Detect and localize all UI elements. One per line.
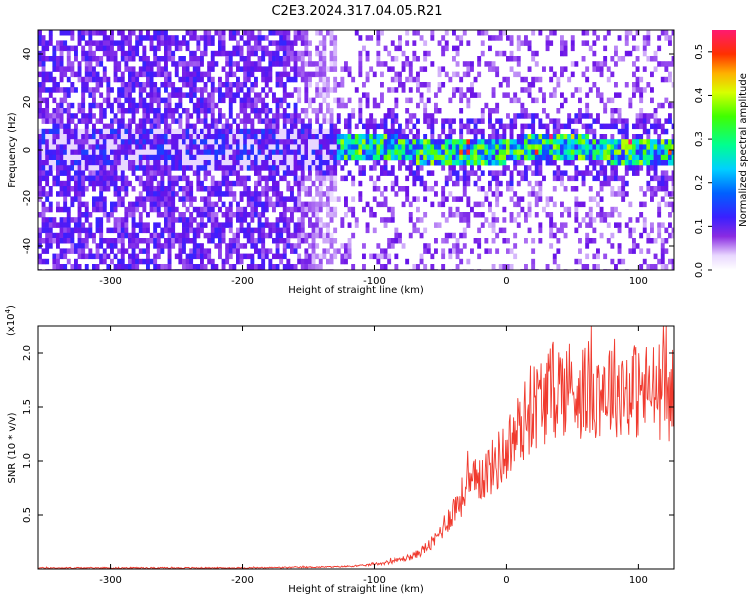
spectrogram-y-axis-label: Frequency (Hz) [7, 112, 18, 188]
snr-y-tick-label: 2.0 [22, 345, 33, 361]
snr-y-scale-note: (x104) [4, 305, 17, 336]
snr-y-tick-label: 0.5 [22, 507, 33, 523]
snr-background [38, 326, 674, 569]
spectrogram-y-tick-label: 40 [22, 48, 33, 61]
colorbar-ticks: 0.0 0.1 0.2 0.3 0.4 0.5 [694, 44, 712, 278]
snr-y-axis-label: SNR (10 * v/v) [7, 412, 18, 483]
colorbar-tick-label: 0.1 [694, 218, 705, 234]
snr-x-axis-label: Height of straight line (km) [288, 584, 424, 595]
spectrogram-y-ticks: -40 -20 0 20 40 [22, 48, 674, 254]
figure-title: C2E3.2024.317.04.05.R21 [271, 4, 442, 19]
colorbar-tick-label: 0.4 [694, 88, 705, 104]
svg-text:(x104): (x104) [4, 305, 17, 336]
snr-x-tick-label: 0 [503, 575, 509, 586]
spectrogram-y-tick-label: -20 [22, 190, 33, 206]
colorbar-label: Normalized spectral amplitude [738, 73, 749, 227]
colorbar-tick-label: 0.3 [694, 131, 705, 147]
snr-x-tick-label: -200 [231, 575, 254, 586]
snr-y-ticks: 0.5 1.0 1.5 2.0 [22, 345, 674, 523]
spectrogram-y-tick-label: 0 [22, 147, 33, 153]
snr-x-tick-label: -100 [363, 575, 386, 586]
snr-y-tick-label: 1.5 [22, 399, 33, 415]
spectrogram-x-tick-label: 100 [629, 276, 648, 287]
colorbar-tick-label: 0.0 [694, 262, 705, 278]
spectrogram-x-tick-label: -100 [363, 276, 386, 287]
snr-y-scale-exponent: 4 [4, 308, 12, 313]
spectrogram-y-tick-label: -40 [22, 238, 33, 254]
snr-x-ticks: -300 -200 -100 0 100 [99, 326, 648, 586]
colorbar-tick-label: 0.5 [694, 44, 705, 60]
spectrogram-x-axis-label: Height of straight line (km) [288, 285, 424, 296]
spectrogram-field [38, 30, 674, 270]
spectrogram-x-tick-label: 0 [503, 276, 509, 287]
snr-panel: -300 -200 -100 0 100 0.5 1.0 1.5 2.0 Height of … [4, 305, 675, 595]
spectrogram-x-tick-label: -300 [99, 276, 122, 287]
snr-x-tick-label: 100 [629, 575, 648, 586]
spectrogram-x-tick-label: -200 [231, 276, 254, 287]
snr-frame [37, 325, 675, 570]
snr-x-tick-label: -300 [99, 575, 122, 586]
colorbar-gradient [712, 30, 736, 270]
spectrogram-x-ticks: -300 -200 -100 0 100 [99, 30, 648, 287]
colorbar: 0.0 0.1 0.2 0.3 0.4 0.5 Normalized spectral a… [694, 30, 749, 278]
snr-y-tick-label: 1.0 [22, 453, 33, 469]
spectrogram-y-tick-label: 20 [22, 96, 33, 109]
snr-y-scale-label: (x10 [6, 313, 17, 336]
colorbar-tick-label: 0.2 [694, 175, 705, 191]
